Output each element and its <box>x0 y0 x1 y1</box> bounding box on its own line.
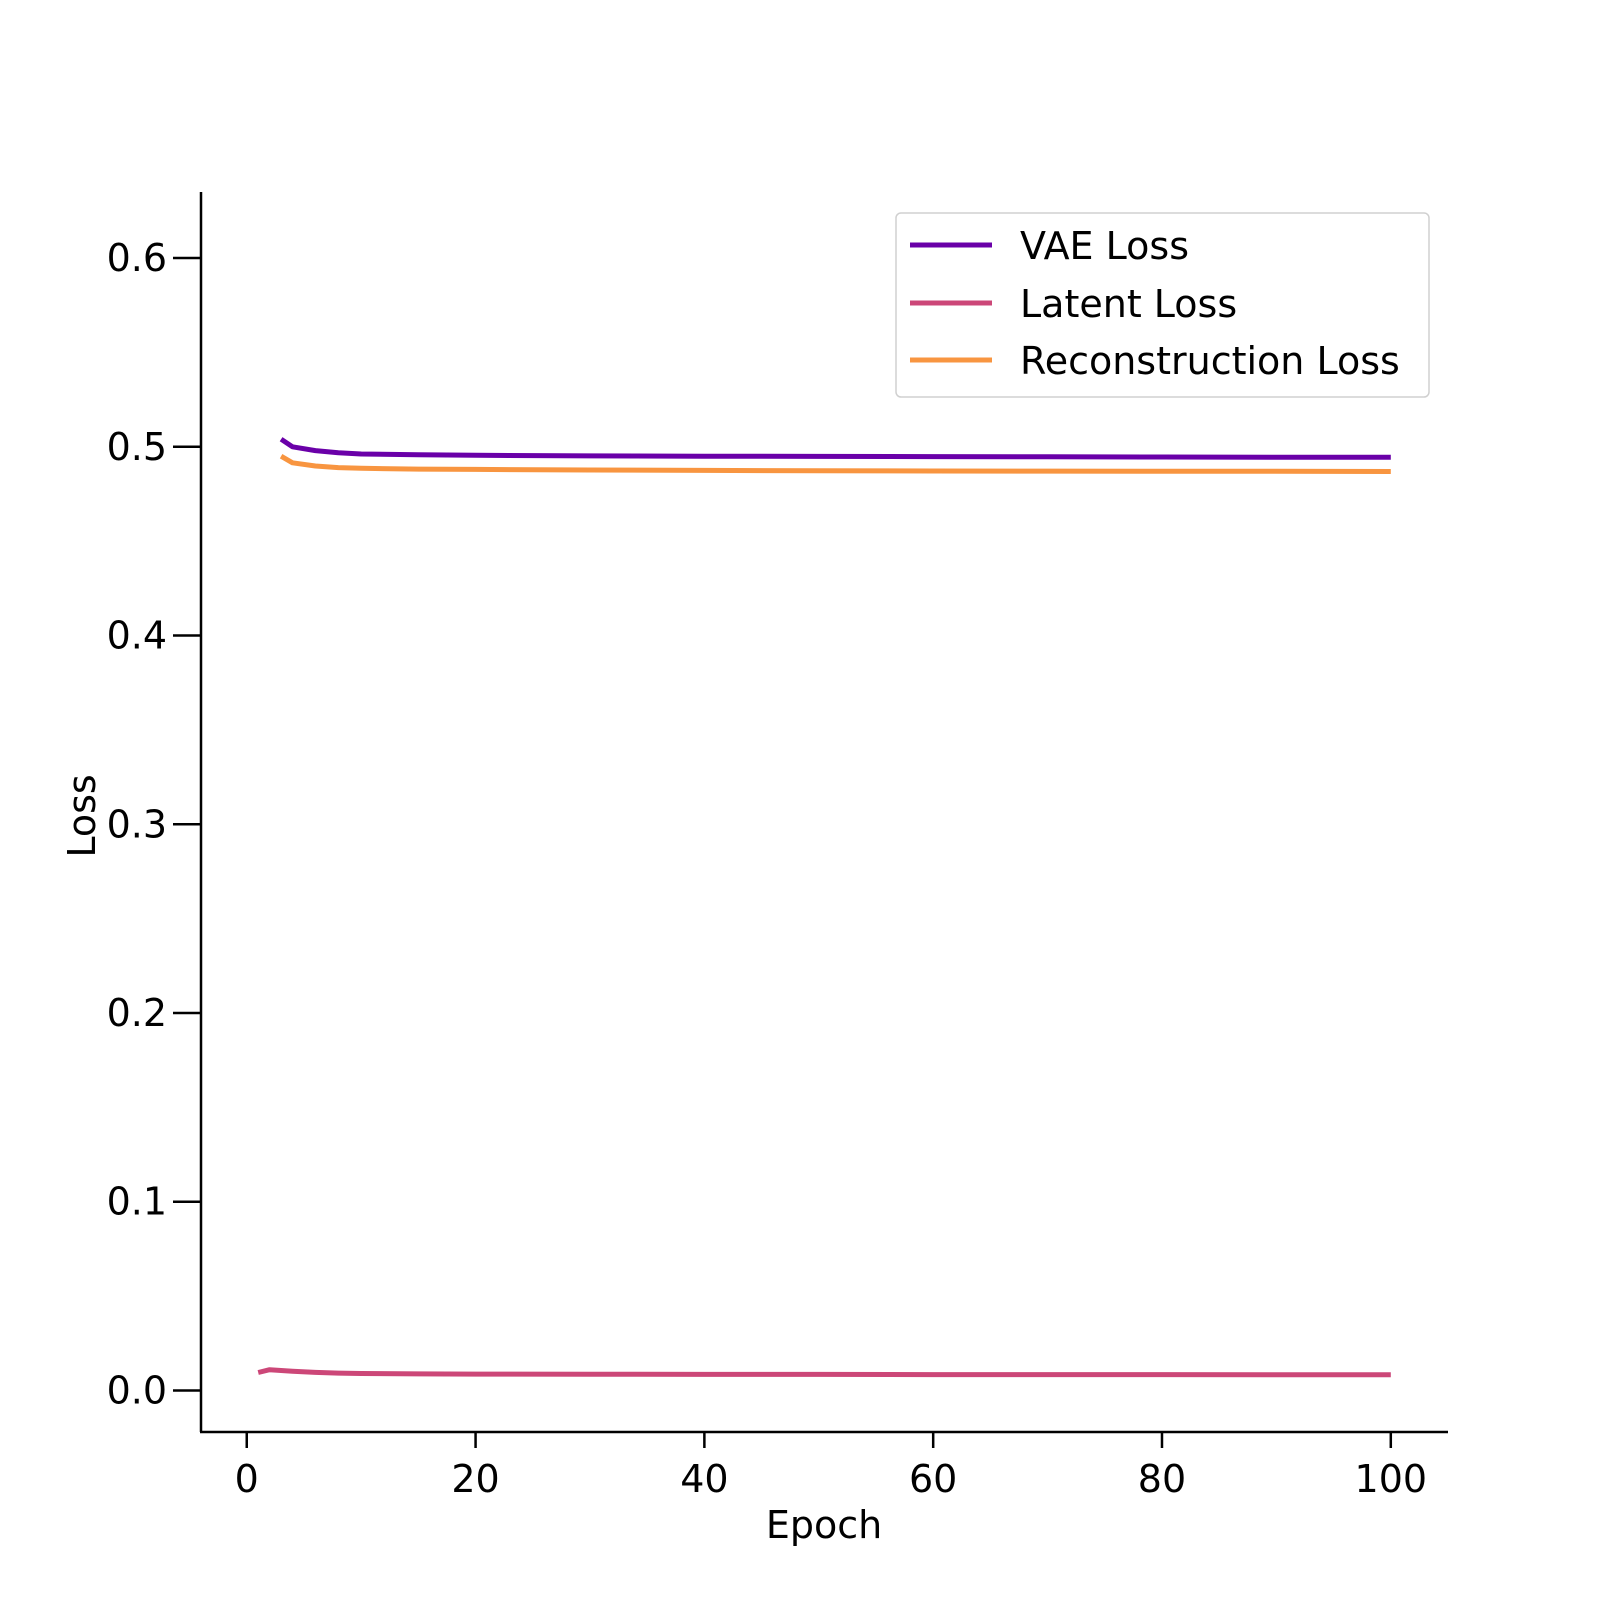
series-line-vae-loss <box>279 437 1391 460</box>
legend-frame <box>895 212 1430 398</box>
legend-label-vae-loss: VAE Loss <box>1020 224 1189 268</box>
y-tick-label: 0.6 <box>107 236 167 280</box>
ticks: 0 20 40 60 80 100 0.0 0.1 0.2 0.3 0.4 0.5 0.6 <box>107 236 1428 1501</box>
x-tick-label: 0 <box>235 1457 259 1501</box>
y-tick-label: 0.4 <box>107 614 167 658</box>
legend-items: VAE Loss Latent Loss Reconstruction Loss <box>910 224 1400 383</box>
x-tick-label: 60 <box>909 1457 957 1501</box>
legend-label-reconstruction-loss: Reconstruction Loss <box>1020 339 1400 383</box>
legend: VAE Loss Latent Loss Reconstruction Loss <box>895 212 1430 398</box>
x-axis-title: Epoch <box>766 1503 882 1547</box>
legend-label-latent-loss: Latent Loss <box>1020 282 1237 326</box>
x-tick-label: 40 <box>680 1457 728 1501</box>
series-line-reconstruction-loss <box>279 454 1391 474</box>
x-tick-label: 20 <box>451 1457 499 1501</box>
y-tick-label: 0.2 <box>107 991 167 1035</box>
y-tick-label: 0.5 <box>107 425 167 469</box>
x-tick-label: 80 <box>1138 1457 1186 1501</box>
x-tick-label: 100 <box>1355 1457 1428 1501</box>
y-tick-label: 0.0 <box>107 1368 167 1412</box>
axes <box>199 192 1448 1434</box>
y-axis-title: Loss <box>60 774 104 857</box>
series-lines <box>257 437 1391 1378</box>
y-tick-label: 0.1 <box>107 1180 167 1224</box>
series-line-latent-loss <box>257 1367 1391 1378</box>
y-tick-label: 0.3 <box>107 802 167 846</box>
